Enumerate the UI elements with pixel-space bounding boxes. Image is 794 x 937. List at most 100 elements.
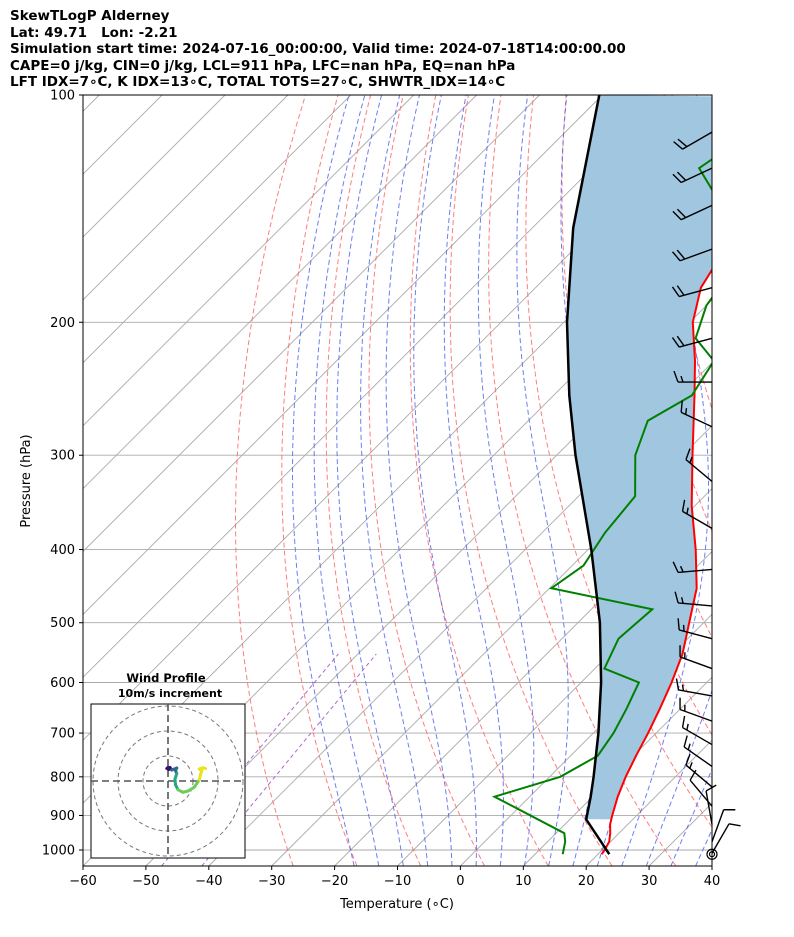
wind-barb (679, 697, 713, 722)
dry-adiabat (729, 95, 794, 866)
y-tick-label: 400 (50, 543, 75, 558)
isotherm (83, 95, 352, 364)
x-tick-label: 10 (515, 874, 532, 889)
isotherm (271, 425, 712, 866)
x-tick-label: −50 (132, 874, 159, 889)
hodograph-subtitle: 10m/s increment (118, 687, 222, 700)
x-tick-label: −10 (384, 874, 411, 889)
moist-adiabat (621, 95, 709, 866)
time-line: Simulation start time: 2024-07-16_00:00:… (10, 41, 626, 57)
wind-barbs (671, 131, 741, 860)
y-tick-label: 600 (50, 676, 75, 691)
isotherm (397, 550, 712, 866)
moist-adiabat (645, 688, 712, 866)
wind-barb (673, 370, 712, 383)
moist-adiabat (670, 767, 712, 866)
dry-adiabat (762, 95, 794, 866)
isotherm (334, 487, 712, 866)
hodograph-segment (192, 778, 201, 789)
dry-adiabat (488, 95, 677, 866)
moist-adiabat (477, 95, 535, 866)
dry-adiabat (235, 95, 306, 866)
isotherm (83, 95, 100, 112)
wind-barb (672, 204, 713, 221)
hodograph-inset: Wind Profile 10m/s increment (90, 671, 246, 859)
parcel-line (565, 95, 611, 855)
wind-barb (681, 715, 713, 746)
index-line: LFT IDX=7∘C, K IDX=13∘C, TOTAL TOTS=27∘C… (10, 74, 506, 90)
moist-adiabat (313, 95, 380, 866)
dry-adiabat (281, 95, 358, 866)
isotherm (83, 95, 289, 301)
y-tick-label: 500 (50, 616, 75, 631)
moist-adiabat (292, 95, 355, 866)
x-tick-label: 40 (704, 874, 721, 889)
wind-barb (711, 823, 741, 854)
dry-adiabat (525, 95, 712, 828)
wind-barb (673, 131, 713, 150)
wind-barb (711, 809, 736, 842)
wind-barb (671, 285, 713, 298)
wind-barb (672, 561, 713, 574)
cape-line: CAPE=0 j/kg, CIN=0 j/kg, LCL=911 hPa, LF… (10, 57, 516, 74)
isotherm (83, 95, 415, 427)
wind-barb (672, 167, 713, 184)
wind-barb (671, 248, 713, 262)
cin-cape-region (567, 95, 712, 820)
isotherm (83, 95, 226, 238)
x-tick-label: 0 (456, 874, 464, 889)
wind-barb (674, 591, 713, 607)
wind-barb (681, 499, 713, 530)
y-tick-label: 200 (50, 316, 75, 331)
wind-barb (680, 400, 713, 428)
cape-shading (567, 95, 712, 820)
isotherm (522, 676, 712, 866)
hodograph-title: Wind Profile (126, 671, 206, 685)
y-tick-label: 100 (50, 89, 75, 104)
moist-adiabat (336, 95, 404, 866)
moist-adiabat (360, 95, 429, 866)
isotherm (460, 613, 712, 866)
chart-title: SkewTLogP Alderney (10, 8, 170, 24)
wind-barb (689, 769, 713, 807)
wind-barb (685, 448, 713, 483)
dewpoint-line (491, 158, 712, 855)
wind-barb (685, 753, 713, 788)
x-axis-label: Temperature (∘C) (339, 897, 454, 912)
moist-adiabat (413, 95, 477, 866)
y-axis-label: Pressure (hPa) (19, 434, 34, 527)
x-tick-label: 20 (578, 874, 595, 889)
moist-adiabat (516, 95, 569, 866)
moist-adiabat (385, 95, 453, 866)
moist-adiabat (443, 95, 504, 866)
x-tick-label: −40 (195, 874, 222, 889)
isotherm (83, 95, 540, 553)
x-tick-label: 30 (641, 874, 658, 889)
location-line: Lat: 49.71 Lon: -2.21 (10, 24, 178, 41)
wind-barb (675, 678, 713, 697)
isotherm (711, 865, 712, 866)
dry-adiabat (325, 95, 422, 866)
isotherm (145, 299, 712, 866)
x-tick-label: −20 (321, 874, 348, 889)
y-tick-label: 300 (50, 449, 75, 464)
wind-barb (705, 784, 717, 825)
y-tick-label: 900 (50, 809, 75, 824)
y-tick-label: 1000 (42, 844, 75, 859)
wind-barb (671, 335, 713, 348)
y-tick-label: 800 (50, 770, 75, 785)
dry-adiabat (368, 95, 485, 866)
dry-adiabat (409, 95, 549, 866)
temperature-line (600, 268, 712, 855)
profile-lines (491, 95, 712, 855)
isotherm (83, 95, 477, 490)
wind-barb (677, 618, 713, 640)
isotherm (775, 95, 794, 866)
wind-barb (679, 645, 713, 670)
x-tick-label: −30 (258, 874, 285, 889)
isotherm (83, 95, 666, 678)
hodograph-segment (201, 766, 207, 770)
chart-header: SkewTLogP Alderney Lat: 49.71 Lon: -2.21… (10, 8, 626, 91)
